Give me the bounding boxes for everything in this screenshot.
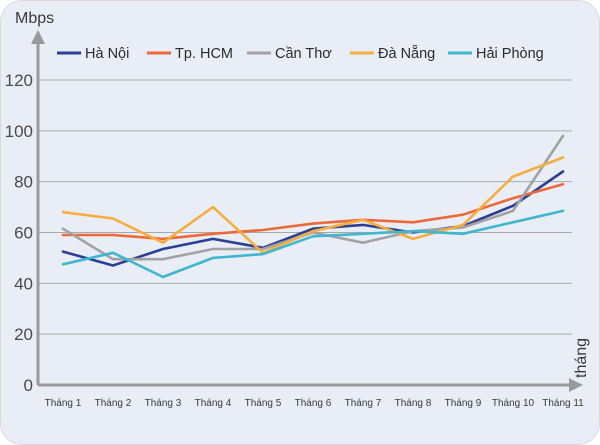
x-tick-label: Tháng 5 <box>245 398 282 409</box>
x-tick-label: Tháng 1 <box>45 398 82 409</box>
x-tick-label: Tháng 2 <box>95 398 132 409</box>
x-tick-label: Tháng 8 <box>395 398 432 409</box>
y-tick-label: 80 <box>14 173 33 192</box>
series-line <box>61 170 565 267</box>
y-tick-labels: 0 20 40 60 80 100 120 <box>5 71 33 395</box>
axes <box>31 30 583 392</box>
x-tick-labels: Tháng 1 Tháng 2 Tháng 3 Tháng 4 Tháng 5 Tháng… <box>45 398 585 409</box>
y-axis-label: Mbps <box>15 10 54 27</box>
x-tick-label: Tháng 4 <box>195 398 232 409</box>
legend-item: Cần Thơ <box>247 46 332 62</box>
x-tick-label: Tháng 6 <box>295 398 332 409</box>
x-axis-arrow-icon <box>569 378 583 392</box>
y-tick-label: 40 <box>14 274 33 293</box>
legend-label: Tp. HCM <box>175 46 233 62</box>
x-tick-label: Tháng 10 <box>492 398 535 409</box>
y-tick-label: 20 <box>14 325 33 344</box>
legend-item: Đà Nẵng <box>350 45 435 62</box>
series-line <box>61 134 565 261</box>
legend-item: Hà Nội <box>57 46 129 62</box>
legend-label: Hải Phòng <box>476 46 544 62</box>
x-tick-label: Tháng 9 <box>445 398 482 409</box>
gridlines <box>38 79 572 335</box>
series-lines <box>61 134 565 279</box>
y-tick-label: 120 <box>5 71 33 90</box>
y-tick-label: 60 <box>14 224 33 243</box>
y-axis-arrow-icon <box>31 30 45 44</box>
y-tick-label: 100 <box>5 122 33 141</box>
x-tick-label: Tháng 7 <box>345 398 382 409</box>
legend-item: Hải Phòng <box>448 46 544 62</box>
series-line <box>61 209 565 279</box>
series-line <box>61 156 565 255</box>
x-axis-label: tháng <box>573 338 590 378</box>
y-tick-label: 0 <box>24 376 33 395</box>
legend-item: Tp. HCM <box>147 46 233 62</box>
legend-label: Hà Nội <box>85 46 129 62</box>
legend-label: Cần Thơ <box>275 46 332 62</box>
legend-label: Đà Nẵng <box>378 45 435 62</box>
x-tick-label: Tháng 3 <box>145 398 182 409</box>
x-tick-label: Tháng 11 <box>542 398 584 409</box>
legend: Hà Nội Tp. HCM Cần Thơ Đà Nẵng Hải Phòng <box>57 45 544 62</box>
